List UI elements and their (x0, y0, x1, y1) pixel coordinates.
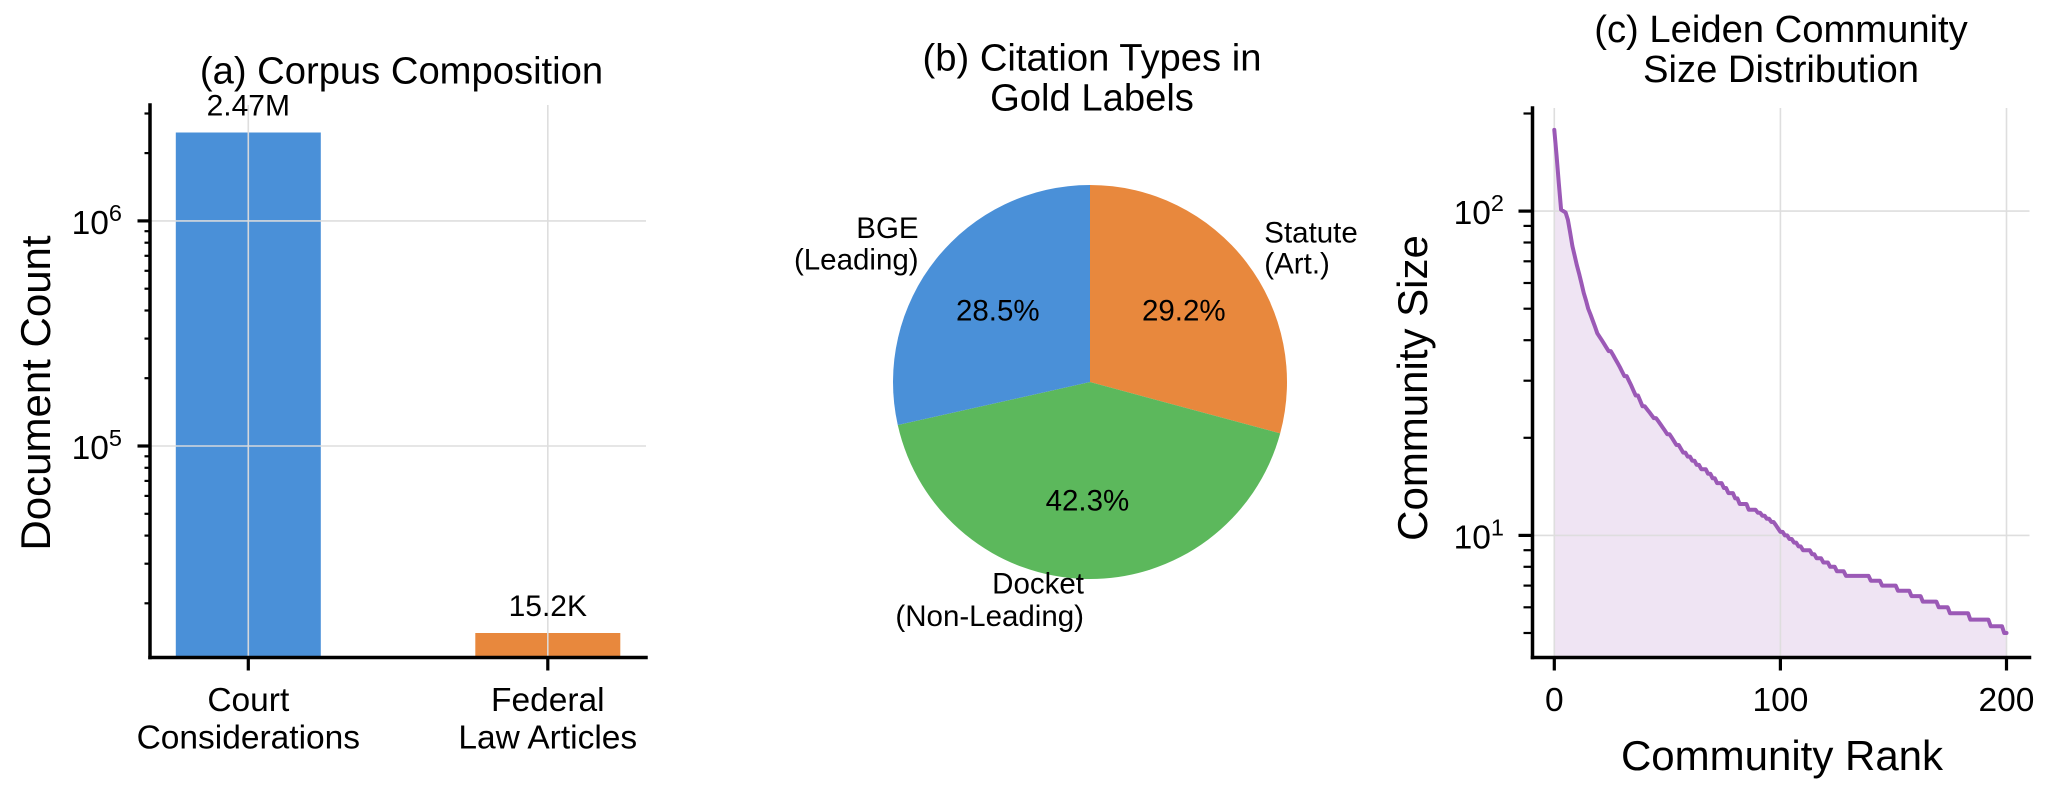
svg-text:Docket: Docket (992, 568, 1084, 601)
svg-text:(Non-Leading): (Non-Leading) (895, 600, 1084, 633)
svg-text:(c) Leiden Community: (c) Leiden Community (1594, 8, 1968, 51)
svg-text:(Art.): (Art.) (1264, 248, 1330, 281)
svg-text:Court: Court (207, 682, 290, 719)
svg-text:42.3%: 42.3% (1046, 485, 1130, 518)
svg-text:(Leading): (Leading) (794, 244, 919, 277)
svg-text:15.2K: 15.2K (509, 590, 587, 623)
svg-text:Community Rank: Community Rank (1621, 732, 1944, 779)
svg-text:Considerations: Considerations (137, 719, 360, 756)
svg-text:(a) Corpus Composition: (a) Corpus Composition (200, 50, 603, 93)
svg-text:0: 0 (1545, 682, 1564, 719)
svg-text:Document Count: Document Count (12, 235, 59, 550)
svg-text:200: 200 (1979, 682, 2035, 719)
svg-text:100: 100 (1752, 682, 1808, 719)
svg-text:Federal: Federal (491, 682, 605, 719)
svg-text:28.5%: 28.5% (956, 294, 1040, 327)
svg-text:BGE: BGE (856, 212, 918, 245)
svg-text:Statute: Statute (1264, 217, 1357, 250)
svg-text:Community Size: Community Size (1389, 235, 1436, 541)
svg-text:29.2%: 29.2% (1142, 294, 1226, 327)
svg-text:2.47M: 2.47M (207, 90, 290, 123)
svg-text:Law Articles: Law Articles (458, 719, 637, 756)
svg-text:(b) Citation Types in: (b) Citation Types in (923, 36, 1262, 79)
svg-text:106: 106 (72, 200, 122, 242)
svg-text:Gold Labels: Gold Labels (990, 76, 1194, 119)
svg-text:Size Distribution: Size Distribution (1643, 48, 1919, 91)
